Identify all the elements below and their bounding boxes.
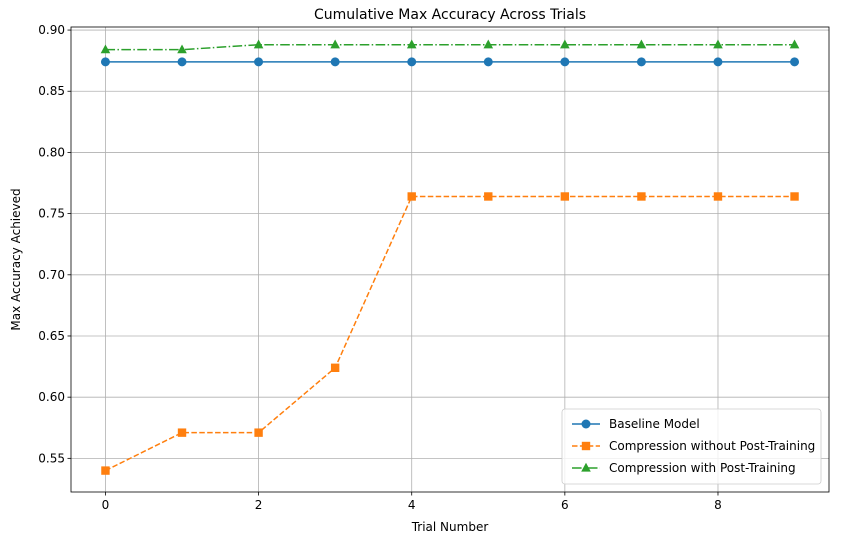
data-point	[330, 57, 340, 67]
data-point	[713, 192, 723, 201]
legend-item: Baseline Model	[572, 417, 700, 431]
data-point	[100, 44, 111, 54]
legend-item: Compression without Post-Training	[572, 439, 815, 453]
legend-swatch-marker	[581, 419, 591, 429]
data-point	[713, 39, 723, 49]
data-point	[177, 428, 187, 437]
legend-swatch-marker	[581, 441, 591, 451]
y-tick-label: 0.90	[38, 23, 65, 37]
legend-label: Compression without Post-Training	[609, 439, 815, 453]
data-point	[560, 39, 570, 49]
series-1	[100, 57, 800, 67]
data-point	[177, 44, 187, 54]
data-point	[253, 39, 264, 49]
data-point	[407, 57, 417, 67]
y-tick-label: 0.60	[38, 390, 65, 404]
y-tick-label: 0.55	[38, 451, 65, 465]
x-axis-label: Trial Number	[411, 520, 489, 534]
legend-item: Compression with Post-Training	[572, 461, 796, 475]
y-tick-label: 0.65	[38, 329, 65, 343]
data-point	[100, 57, 110, 67]
series-group	[100, 39, 800, 475]
series-line	[105, 195, 795, 472]
data-point	[790, 192, 799, 201]
series-3	[100, 39, 800, 54]
y-tick-label: 0.80	[38, 145, 65, 159]
y-axis-label: Max Accuracy Achieved	[9, 188, 23, 330]
chart-title: Cumulative Max Accuracy Across Trials	[314, 7, 586, 23]
data-point	[407, 192, 416, 201]
data-point	[789, 39, 800, 49]
data-point	[636, 39, 647, 49]
x-tick-label: 0	[102, 498, 110, 512]
legend-swatch-marker	[581, 462, 591, 472]
series-line	[105, 43, 795, 51]
series-2	[101, 192, 799, 475]
data-point	[177, 57, 187, 67]
legend-box	[561, 408, 822, 485]
data-point	[484, 192, 493, 201]
y-tick-label: 0.70	[38, 268, 65, 282]
data-point	[636, 57, 646, 67]
x-tick-label: 8	[714, 498, 722, 512]
data-point	[790, 57, 800, 67]
data-point	[330, 39, 340, 49]
data-point	[254, 428, 263, 437]
x-tick-label: 4	[408, 498, 416, 512]
data-point	[101, 466, 110, 475]
x-tick-label: 6	[561, 498, 569, 512]
legend-label: Compression with Post-Training	[609, 461, 796, 475]
data-point	[637, 192, 646, 201]
y-tick-label: 0.85	[38, 84, 65, 98]
data-point	[406, 39, 417, 49]
data-point	[560, 57, 570, 67]
plot-frame	[70, 26, 830, 493]
data-point	[483, 39, 494, 49]
legend-label: Baseline Model	[609, 417, 700, 431]
y-tick-label: 0.75	[38, 207, 65, 221]
data-point	[330, 363, 340, 372]
legend: Baseline Model Compression without Post-T…	[561, 408, 822, 485]
data-point	[560, 192, 570, 201]
grid	[71, 27, 829, 492]
axis-ticks: 0 2 4 6 8 0.55 0.60 0.65 0.70 0.75 0.80 0.85 0.90	[38, 23, 722, 512]
x-tick-label: 2	[255, 498, 263, 512]
data-point	[713, 57, 723, 67]
data-point	[254, 57, 264, 67]
data-point	[483, 57, 493, 67]
